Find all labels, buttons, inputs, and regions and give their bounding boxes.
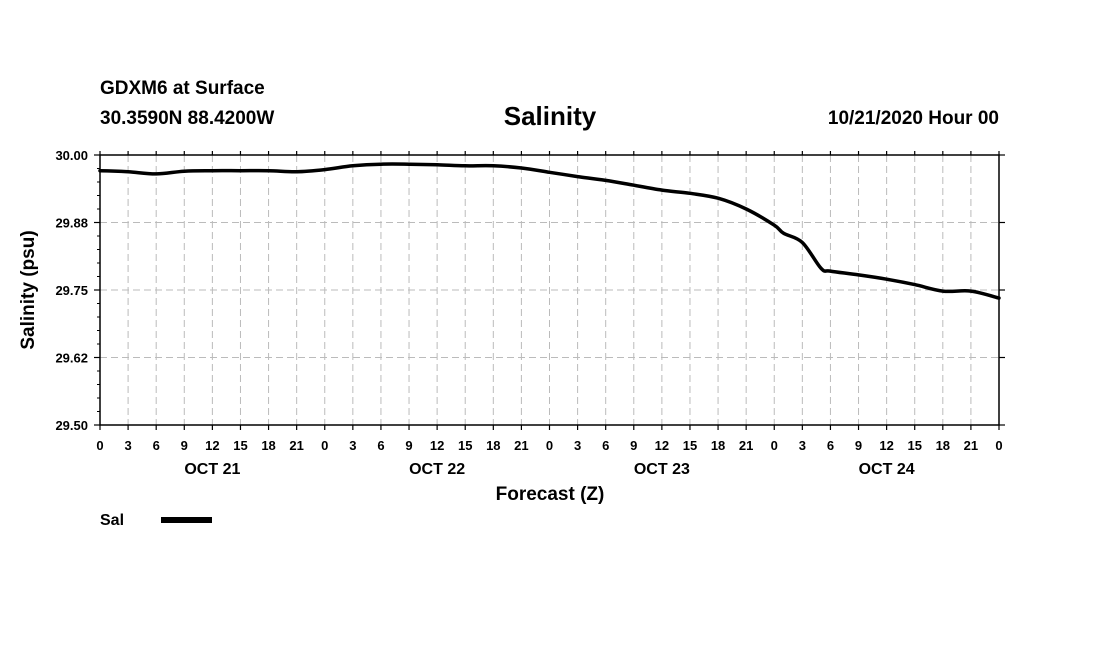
day-label: OCT 22 bbox=[409, 461, 465, 478]
x-tick-label: 15 bbox=[233, 438, 247, 453]
x-tick-label: 9 bbox=[855, 438, 862, 453]
x-tick-label: 21 bbox=[289, 438, 303, 453]
x-tick-label: 6 bbox=[827, 438, 834, 453]
x-axis: 0 3 6 9 12 15 18 21 0 3 6 9 12 15 18 21 0 3 6 9 12 15 18 21 0 3 6 9… bbox=[96, 151, 1003, 478]
y-tick-label: 29.62 bbox=[55, 351, 88, 366]
x-tick-label: 12 bbox=[655, 438, 669, 453]
day-label: OCT 24 bbox=[859, 461, 915, 478]
x-tick-label: 15 bbox=[458, 438, 472, 453]
coordinates-label: 30.3590N 88.4200W bbox=[100, 108, 274, 129]
x-tick-label: 0 bbox=[995, 438, 1002, 453]
x-tick-label: 6 bbox=[602, 438, 609, 453]
y-tick-label: 29.50 bbox=[55, 418, 88, 433]
x-tick-label: 3 bbox=[349, 438, 356, 453]
x-tick-label: 12 bbox=[879, 438, 893, 453]
grid-lines bbox=[100, 155, 999, 425]
y-tick-label: 29.88 bbox=[55, 216, 88, 231]
x-tick-label: 21 bbox=[739, 438, 753, 453]
x-tick-label: 0 bbox=[546, 438, 553, 453]
x-tick-label: 3 bbox=[799, 438, 806, 453]
x-tick-label: 3 bbox=[574, 438, 581, 453]
legend-label-sal: Sal bbox=[100, 512, 124, 529]
station-label: GDXM6 at Surface bbox=[100, 78, 265, 99]
x-tick-label: 15 bbox=[683, 438, 697, 453]
x-tick-label: 18 bbox=[261, 438, 275, 453]
x-tick-label: 18 bbox=[711, 438, 725, 453]
series-line-sal bbox=[98, 162, 1001, 300]
y-tick-label: 29.75 bbox=[55, 283, 88, 298]
y-axis-label: Salinity (psu) bbox=[18, 230, 39, 349]
x-tick-label: 12 bbox=[430, 438, 444, 453]
x-tick-label: 21 bbox=[964, 438, 978, 453]
x-tick-label: 9 bbox=[630, 438, 637, 453]
x-tick-label: 0 bbox=[96, 438, 103, 453]
x-tick-label: 12 bbox=[205, 438, 219, 453]
x-tick-label: 0 bbox=[321, 438, 328, 453]
x-tick-label: 15 bbox=[907, 438, 921, 453]
datetime-label: 10/21/2020 Hour 00 bbox=[828, 108, 999, 129]
y-axis: 30.00 29.88 29.75 29.62 29.50 bbox=[55, 148, 1005, 433]
day-label: OCT 23 bbox=[634, 461, 690, 478]
x-tick-label: 0 bbox=[771, 438, 778, 453]
x-tick-label: 3 bbox=[124, 438, 131, 453]
x-axis-label: Forecast (Z) bbox=[496, 484, 605, 505]
x-tick-label: 6 bbox=[153, 438, 160, 453]
x-tick-label: 6 bbox=[377, 438, 384, 453]
x-tick-label: 18 bbox=[936, 438, 950, 453]
y-tick-label: 30.00 bbox=[55, 148, 88, 163]
x-tick-label: 9 bbox=[181, 438, 188, 453]
x-tick-label: 21 bbox=[514, 438, 528, 453]
day-label: OCT 21 bbox=[184, 461, 240, 478]
x-tick-label: 18 bbox=[486, 438, 500, 453]
x-tick-label: 9 bbox=[405, 438, 412, 453]
chart-title: Salinity bbox=[504, 101, 597, 131]
